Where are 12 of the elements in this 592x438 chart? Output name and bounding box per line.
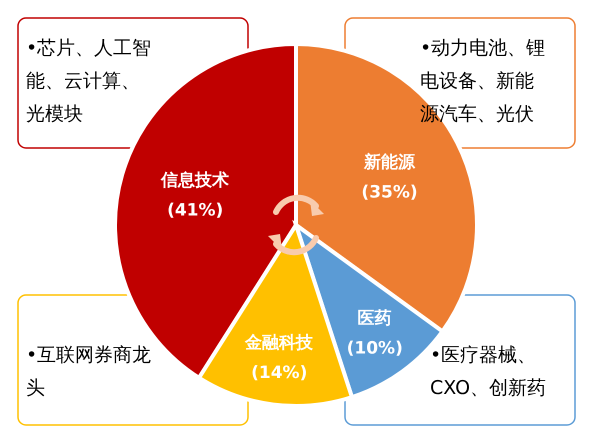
- text: •医疗器械、CXO、创新药: [430, 344, 546, 399]
- data-label: (35%): [361, 182, 418, 202]
- text: •芯片、人工智能、云计算、光模块: [26, 37, 152, 125]
- slice-label: 信息技术: [160, 170, 230, 191]
- text: •互联网券商龙头: [26, 344, 152, 399]
- slice-label: 金融科技: [244, 332, 314, 353]
- text: •动力电池、锂电设备、新能源汽车、光伏: [420, 37, 546, 125]
- data-label: (41%): [167, 200, 224, 221]
- slice-label: 医药: [358, 308, 392, 328]
- data-label: (14%): [251, 362, 308, 383]
- slice-label: 新能源: [363, 152, 416, 172]
- data-label: (10%): [346, 338, 403, 358]
